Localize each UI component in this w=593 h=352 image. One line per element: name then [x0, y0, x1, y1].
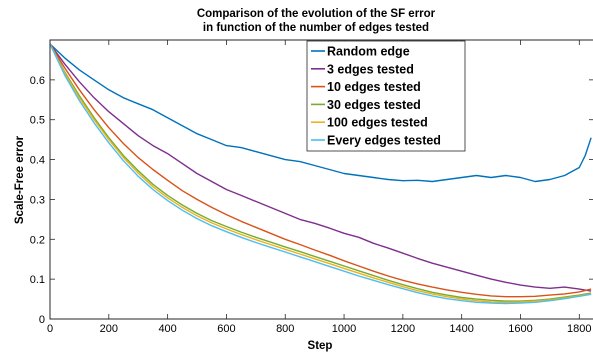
chart-title-line-1: Comparison of the evolution of the SF er…	[197, 8, 436, 20]
y-axis-label: Scale-Free error	[14, 135, 26, 224]
y-axis: 0 0.1 0.2 0.3 0.4 0.5 0.6	[30, 75, 593, 326]
x-axis: 0 200 400 600 800 1000 1200 1400 1600 1800	[47, 40, 592, 335]
x-tick-label-9: 1800	[567, 323, 591, 335]
legend-box	[306, 40, 466, 152]
chart-title-line-2: in function of the number of edges teste…	[203, 22, 429, 34]
legend-label-5: Every edges tested	[327, 134, 441, 148]
x-tick-label-1: 200	[100, 323, 118, 335]
legend-label-3: 30 edges tested	[327, 98, 421, 112]
series-line-4	[49, 43, 592, 303]
y-tick-label-5: 0.5	[30, 115, 45, 127]
x-tick-label-5: 1000	[332, 323, 356, 335]
plot-frame	[49, 39, 593, 320]
series-line-2	[49, 43, 592, 298]
series-layer	[49, 43, 592, 305]
legend-label-0: Random edge	[327, 45, 410, 59]
legend-label-1: 3 edges tested	[327, 62, 414, 76]
legend: Random edge 3 edges tested 10 edges tested…	[306, 40, 466, 152]
series-line-0	[49, 43, 592, 183]
series-line-1	[49, 43, 592, 292]
x-tick-label-0: 0	[47, 323, 53, 335]
x-tick-label-6: 1200	[391, 323, 415, 335]
x-axis-label: Step	[308, 340, 333, 352]
y-tick-label-2: 0.2	[30, 234, 45, 246]
x-tick-label-8: 1600	[508, 323, 532, 335]
y-tick-label-0: 0	[39, 314, 45, 326]
series-line-5	[49, 43, 592, 305]
x-tick-label-3: 600	[217, 323, 235, 335]
legend-label-2: 10 edges tested	[327, 80, 421, 94]
y-tick-label-3: 0.3	[30, 194, 45, 206]
y-tick-label-1: 0.1	[30, 274, 45, 286]
x-tick-label-2: 400	[158, 323, 176, 335]
x-tick-label-7: 1400	[449, 323, 473, 335]
y-tick-label-6: 0.6	[30, 75, 45, 87]
legend-label-4: 100 edges tested	[327, 116, 428, 130]
y-tick-label-4: 0.4	[30, 155, 45, 167]
x-tick-label-4: 800	[276, 323, 294, 335]
series-line-3	[49, 43, 592, 302]
